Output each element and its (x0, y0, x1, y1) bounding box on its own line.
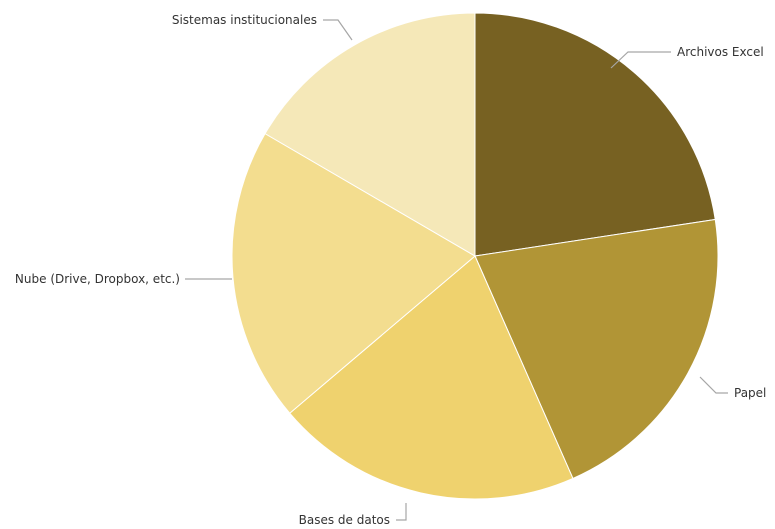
pie-slices (231, 12, 719, 500)
leader-line-sistemas-institucionales (323, 19, 353, 41)
pie-slice-archivos-excel (474, 12, 716, 257)
slice-label-papel: Papel (734, 386, 766, 400)
pie-slice-papel (474, 218, 719, 480)
pie-slice-bases-de-datos (289, 255, 574, 500)
label-leader-lines (185, 19, 728, 521)
leader-line-papel (699, 376, 728, 394)
leader-line-archivos-excel (610, 51, 671, 69)
leader-line-bases-de-datos (396, 503, 407, 521)
slice-label-bases-de-datos: Bases de datos (299, 513, 390, 527)
slice-label-archivos-excel: Archivos Excel (677, 45, 764, 59)
pie-slice-sistemas-institucionales (264, 12, 476, 257)
pie-slice-nube-drive-dropbox-etc (231, 132, 476, 414)
slice-label-nube: Nube (Drive, Dropbox, etc.) (15, 272, 180, 286)
slice-label-sistemas-institucionales: Sistemas institucionales (172, 13, 317, 27)
slice-labels: Archivos Excel Papel Bases de datos Nube… (15, 13, 766, 527)
